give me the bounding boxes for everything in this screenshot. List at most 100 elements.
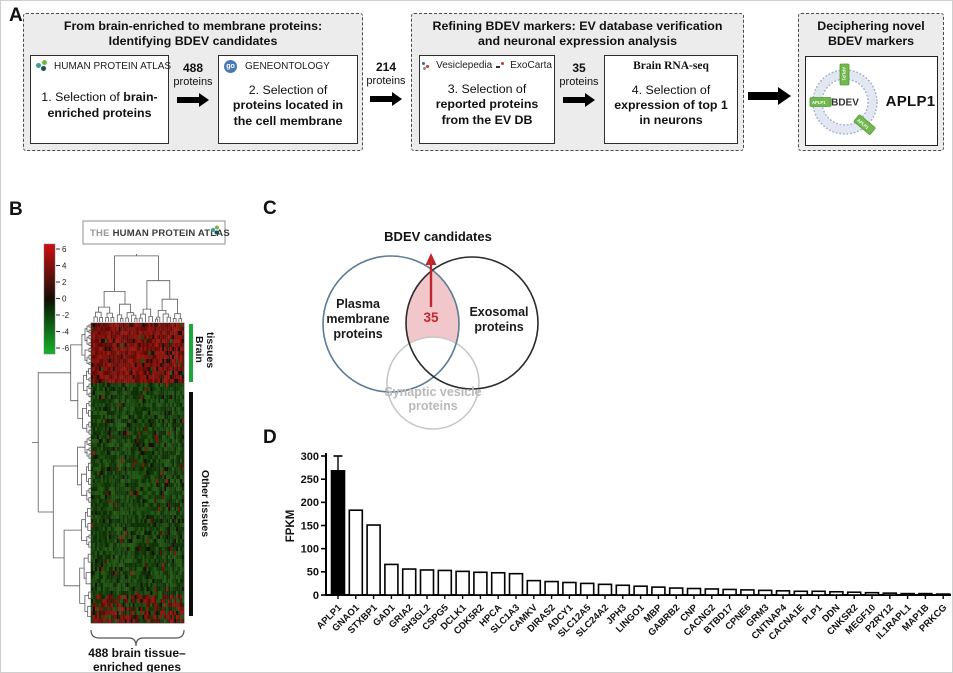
panel-d-label: D: [263, 427, 277, 448]
stage3-title: Deciphering novel BDEV markers: [817, 19, 925, 49]
bar: [437, 569, 453, 596]
arrow-right-icon: [370, 91, 402, 106]
colorbar-tick: 0: [62, 294, 67, 303]
step2-bold: proteins located in the cell membrane: [232, 98, 344, 128]
step4-box: Brain RNA-seq 4. Selection of expression…: [604, 55, 738, 144]
step3-bold: reported proteins from the EV DB: [435, 97, 539, 127]
bar: [419, 569, 435, 596]
bar: [775, 590, 791, 596]
svg-text:membrane: membrane: [326, 312, 389, 326]
bar: [455, 570, 470, 596]
other-tissues-bar: [189, 392, 193, 616]
bar: [722, 588, 737, 596]
panel-b-label: B: [9, 199, 23, 220]
colorbar-tick: -4: [62, 327, 70, 336]
colorbar-tick: -6: [62, 344, 70, 353]
flow-214-count: 214: [375, 60, 397, 74]
y-tick-label: 50: [307, 567, 319, 579]
step1-prefix: 1. Selection of: [41, 90, 124, 105]
hpa-logo: HUMAN PROTEIN ATLAS: [36, 60, 171, 72]
venn-count: 35: [423, 310, 439, 325]
bar: [633, 585, 648, 596]
chart-bars: [330, 455, 951, 596]
brain-tissues-bar: [189, 324, 193, 382]
y-tick-label: 200: [301, 497, 319, 509]
venn-circle-plasma: [322, 255, 460, 393]
step3-box: Vesiclepedia ExoCarta 3. Selection of re…: [419, 55, 555, 144]
heatmap-caption-line1: 488 brain tissue–: [88, 646, 186, 660]
venn-diagram: BDEV candidates 35 Plasma membrane prote…: [322, 229, 539, 430]
flow-488: 488 proteins: [169, 61, 217, 107]
aplp1-tag-top: APLP1: [839, 63, 849, 86]
y-tick-label: 250: [301, 474, 319, 486]
heatmap-border: [90, 322, 185, 624]
step3-text: 3. Selection of reported proteins from t…: [425, 71, 549, 139]
y-tick-label: 100: [301, 543, 319, 555]
bar: [348, 509, 364, 596]
y-tick-label: 0: [313, 590, 319, 602]
dendrogram-top: [93, 254, 183, 322]
y-axis-label: FPKM: [285, 510, 297, 543]
bdev-vesicle-icon: APLP1 APLP1 APLP1 BDEV: [809, 63, 878, 135]
stage3-box: Deciphering novel BDEV markers APLP1 APL…: [798, 13, 944, 151]
venn-label-synaptic: Synaptic vesicle proteins: [384, 385, 481, 413]
step3-prefix: 3. Selection of: [447, 82, 527, 97]
bar: [900, 592, 915, 596]
hpa-logo-text: HUMAN PROTEIN ATLAS: [54, 60, 172, 72]
venn-circle-synaptic: [386, 336, 480, 430]
arrow-right-icon: [563, 92, 595, 107]
svg-text:proteins: proteins: [333, 327, 382, 341]
gene-ontology-icon: go: [224, 60, 237, 73]
chart-x-labels: APLP1GNAO1STXBP1GAD1GRIA2SH3GL2CSPG5DCLK…: [315, 602, 950, 643]
heatmap: [91, 323, 185, 624]
aplp1-tag-left: APLP1: [809, 97, 831, 107]
svg-text:proteins: proteins: [408, 399, 457, 413]
bar: [757, 589, 773, 596]
bar: [829, 590, 844, 596]
vesiclepedia-icon: [422, 61, 432, 71]
stage2-title: Refining BDEV markers: EV database verif…: [432, 19, 723, 49]
bar: [740, 589, 755, 596]
flow-35: 35 proteins: [555, 61, 603, 107]
bar: [330, 470, 346, 596]
hpa-dots-icon: [36, 60, 49, 72]
flow-214-unit: proteins: [366, 74, 406, 87]
bar: [366, 524, 381, 596]
bar: [704, 588, 720, 596]
bar: [597, 583, 613, 596]
bar: [615, 584, 631, 596]
bar: [544, 580, 559, 596]
colorbar: 6 4 2 0 -2 -4 -6: [43, 243, 70, 355]
go-logo-text: GENEONTOLOGY: [245, 61, 330, 72]
arrow-right-icon: [177, 92, 209, 107]
flow-35-unit: proteins: [559, 75, 599, 88]
bar: [562, 581, 577, 596]
brain-tissues-label: Brain: [193, 336, 205, 363]
bar: [811, 590, 826, 596]
hpa-banner: THE HUMAN PROTEIN ATLAS: [82, 220, 230, 245]
vesicle-box: APLP1 APLP1 APLP1 BDEV APLP1: [805, 56, 938, 146]
bar: [846, 591, 862, 596]
bar: [935, 593, 951, 596]
colorbar-tick: -2: [62, 311, 70, 320]
bar: [918, 592, 933, 596]
hpa-banner-text: THE HUMAN PROTEIN ATLAS: [90, 228, 230, 239]
colorbar-tick: 4: [62, 261, 67, 270]
aplp1-protein-label: APLP1: [885, 92, 936, 110]
hpa-dots-icon: [211, 225, 219, 235]
step1-text: 1. Selection of brain-enriched proteins: [36, 72, 163, 139]
svg-text:Synaptic vesicle: Synaptic vesicle: [384, 385, 481, 399]
venn-label-plasma: Plasma membrane proteins: [326, 297, 389, 341]
brain-tissues-label-2: tissues: [204, 332, 216, 368]
svg-text:proteins: proteins: [474, 320, 523, 334]
step2-box: go GENEONTOLOGY 2. Selection of proteins…: [218, 55, 358, 144]
step4-bold: expression of top 1 in neurons: [614, 97, 728, 128]
bar: [526, 579, 542, 596]
exocarta-text: ExoCarta: [510, 60, 552, 71]
ev-db-logos: Vesiclepedia ExoCarta: [422, 60, 552, 71]
bar: [651, 586, 666, 596]
y-tick-label: 300: [301, 451, 319, 463]
bar: [686, 587, 702, 596]
